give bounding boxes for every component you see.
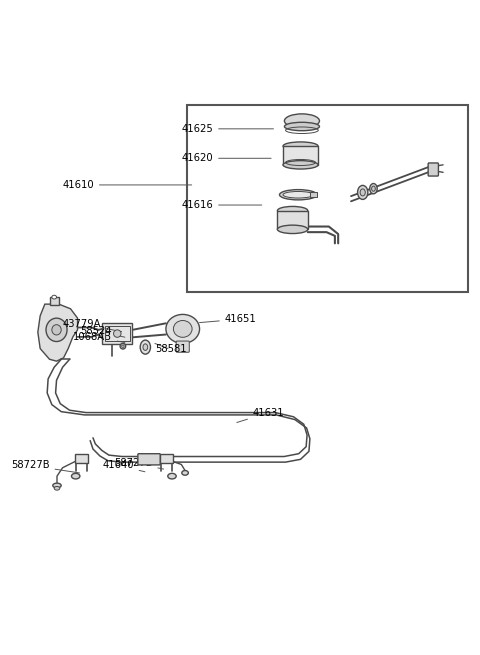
Ellipse shape [285, 114, 320, 128]
Ellipse shape [277, 206, 308, 215]
FancyBboxPatch shape [102, 323, 132, 344]
Ellipse shape [283, 191, 313, 198]
Ellipse shape [277, 225, 308, 234]
Polygon shape [283, 146, 318, 165]
Ellipse shape [360, 189, 365, 196]
Text: 58727B: 58727B [11, 460, 80, 473]
Ellipse shape [182, 470, 188, 476]
Text: 41610: 41610 [62, 180, 192, 190]
Ellipse shape [53, 483, 61, 488]
Ellipse shape [114, 330, 121, 337]
Bar [187, 105, 468, 292]
Ellipse shape [140, 340, 151, 354]
Polygon shape [49, 297, 59, 305]
FancyBboxPatch shape [160, 454, 173, 463]
Ellipse shape [173, 320, 192, 337]
Ellipse shape [370, 183, 377, 194]
Text: 1068AB: 1068AB [72, 332, 125, 343]
Ellipse shape [279, 189, 317, 200]
Polygon shape [310, 193, 317, 197]
Ellipse shape [120, 343, 126, 349]
Ellipse shape [54, 487, 60, 490]
Text: 58581: 58581 [155, 343, 186, 354]
Text: 41625: 41625 [181, 124, 274, 134]
Ellipse shape [72, 474, 80, 479]
Ellipse shape [166, 314, 200, 343]
Text: 58524: 58524 [80, 326, 125, 337]
FancyBboxPatch shape [75, 454, 88, 463]
Ellipse shape [168, 474, 176, 479]
Ellipse shape [143, 344, 148, 350]
Text: 41616: 41616 [181, 200, 262, 210]
Ellipse shape [52, 325, 61, 335]
Polygon shape [277, 211, 308, 229]
Ellipse shape [283, 142, 318, 151]
Text: 58727B: 58727B [114, 458, 164, 469]
Ellipse shape [358, 185, 368, 199]
Ellipse shape [52, 295, 57, 299]
Ellipse shape [285, 122, 320, 131]
Text: 41620: 41620 [181, 153, 271, 163]
Text: 41651: 41651 [200, 314, 256, 324]
Polygon shape [38, 304, 78, 361]
Ellipse shape [283, 160, 318, 169]
FancyBboxPatch shape [176, 341, 189, 352]
Text: 41640: 41640 [102, 460, 145, 472]
Text: 43779A: 43779A [62, 319, 121, 331]
FancyBboxPatch shape [428, 163, 438, 176]
Text: 41631: 41631 [237, 407, 285, 422]
Ellipse shape [372, 186, 375, 191]
Ellipse shape [46, 318, 67, 341]
Ellipse shape [122, 345, 124, 347]
FancyBboxPatch shape [138, 454, 160, 465]
